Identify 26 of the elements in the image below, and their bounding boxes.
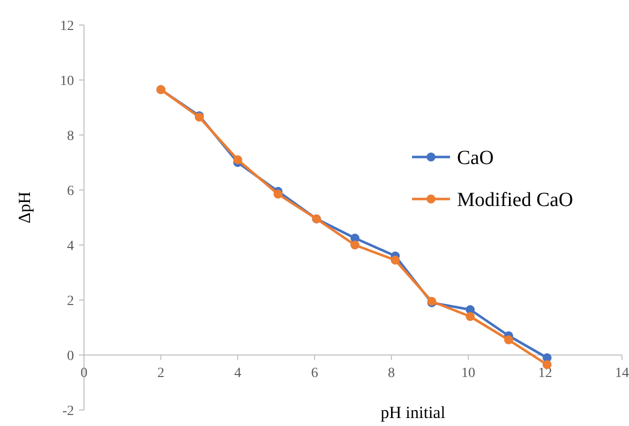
y-tick-label: 8 (67, 128, 74, 144)
x-axis-title: pH initial (380, 403, 446, 422)
x-tick-label: 2 (157, 366, 164, 381)
y-axis-title: ΔpH (15, 192, 34, 224)
y-tick-label: 4 (67, 238, 74, 254)
x-tick-label: 0 (80, 366, 88, 381)
x-tick-label: 4 (234, 366, 242, 381)
y-tick-label: 6 (67, 184, 74, 199)
x-tick-label: 14 (615, 366, 629, 381)
point (466, 312, 475, 321)
legend-label: Modified CaO (457, 189, 574, 211)
y-tick-label: 0 (67, 348, 74, 364)
y-tick-label: -2 (62, 404, 74, 419)
x-tick-label: 6 (311, 366, 318, 381)
point (390, 256, 400, 265)
point (233, 155, 242, 164)
x-tick-label: 10 (461, 366, 476, 381)
y-tick-label: 2 (67, 294, 74, 309)
y-tick-label: 12 (60, 18, 74, 34)
legend-label: CaO (457, 147, 494, 169)
point (350, 240, 360, 250)
x-tick-label: 8 (388, 366, 395, 381)
x-tick-label: 12 (538, 366, 552, 381)
point (274, 190, 283, 199)
y-tick-label: 10 (60, 74, 74, 89)
point (504, 335, 514, 344)
